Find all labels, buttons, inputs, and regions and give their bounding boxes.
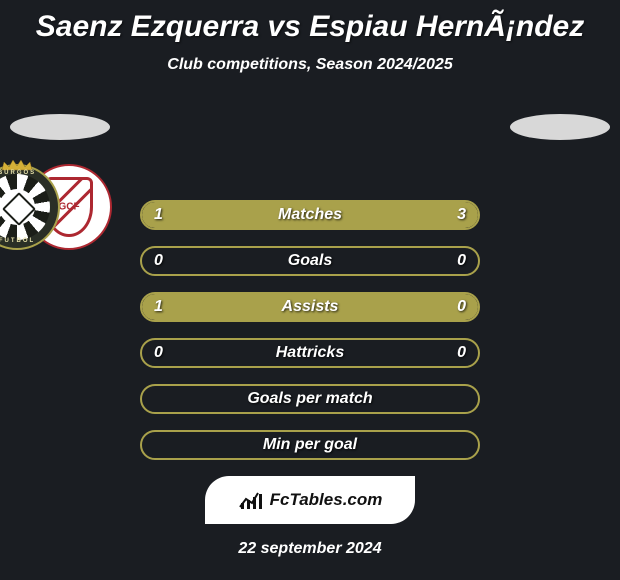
stat-row: 13Matches — [140, 200, 480, 230]
stat-row: Min per goal — [140, 430, 480, 460]
stat-label: Goals per match — [142, 386, 478, 412]
stat-label: Matches — [142, 202, 478, 228]
club-initials-left: GCF — [58, 202, 79, 213]
stat-row: 00Goals — [140, 246, 480, 276]
stat-label: Min per goal — [142, 432, 478, 458]
subtitle: Club competitions, Season 2024/2025 — [0, 56, 620, 74]
club-ring-text: BURGOS FUTBOL — [0, 168, 56, 246]
stat-row: 00Hattricks — [140, 338, 480, 368]
stat-row: Goals per match — [140, 384, 480, 414]
stat-label: Assists — [142, 294, 478, 320]
player-flag-right — [510, 114, 610, 140]
brand-badge: FcTables.com — [205, 476, 415, 524]
stats-list: 13Matches 00Goals 10Assists 00Hattricks Goal… — [140, 200, 480, 460]
stat-row: 10Assists — [140, 292, 480, 322]
page-title: Saenz Ezquerra vs Espiau HernÃ¡ndez — [0, 0, 620, 44]
player-flag-left — [10, 114, 110, 140]
stat-label: Hattricks — [142, 340, 478, 366]
chart-icon — [238, 489, 264, 511]
date-text: 22 september 2024 — [0, 540, 620, 558]
brand-text: FcTables.com — [270, 490, 383, 510]
stat-label: Goals — [142, 248, 478, 274]
comparison-content: GCF BURGOS FUTBOL 13Matches 00Goals 10Assi… — [0, 114, 620, 460]
